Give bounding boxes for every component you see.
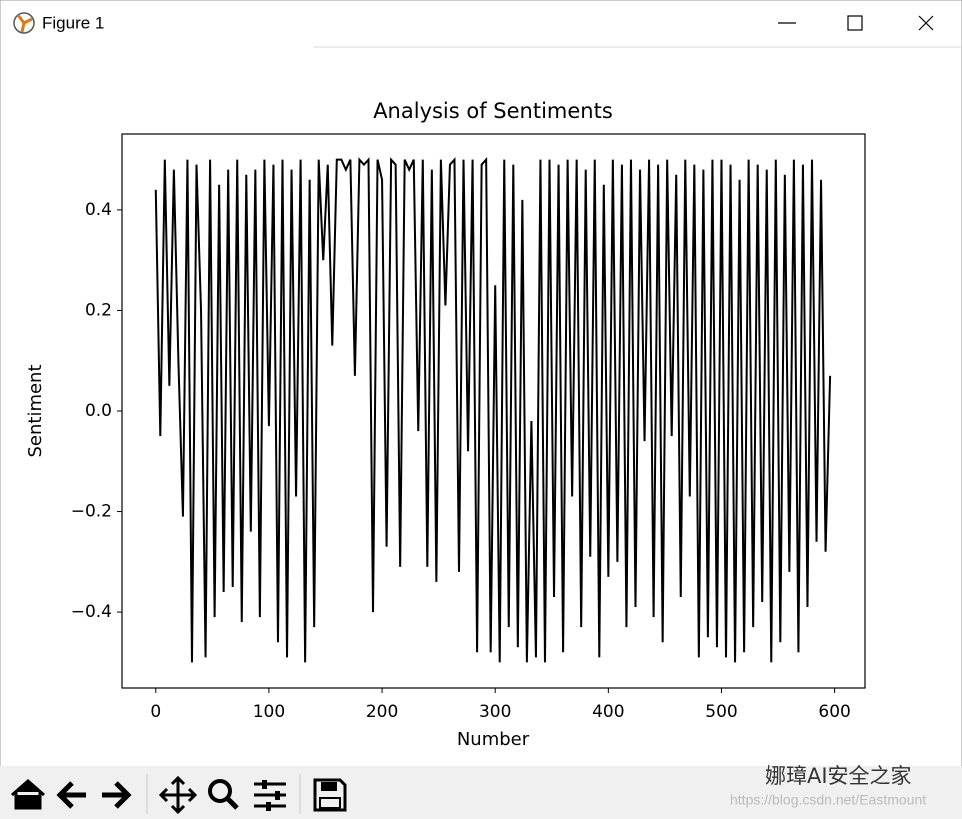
slider: [266, 802, 271, 811]
zoom-button[interactable]: [208, 779, 239, 810]
chart-title: Analysis of Sentiments: [373, 99, 613, 123]
close-button[interactable]: [918, 15, 934, 31]
toolbar: 娜璋AI安全之家 https://blog.csdn.net/Eastmount: [0, 764, 962, 819]
save-icon: [313, 778, 347, 812]
data-line: [154, 157, 832, 663]
toolbar-bg: [0, 766, 962, 819]
x-axis-label: Number: [457, 729, 530, 750]
window-title: Figure 1: [42, 13, 104, 32]
x-tick-label: 0: [150, 702, 161, 722]
home-button[interactable]: [11, 779, 45, 810]
pan-icon: [158, 775, 198, 815]
x-tick-label: 100: [253, 702, 285, 722]
title-bar: Figure 1: [13, 12, 962, 48]
configure-button[interactable]: [254, 780, 286, 811]
home-icon: [11, 779, 45, 810]
zoom-icon-handle: [225, 796, 239, 810]
y-axis-label: Sentiment: [25, 364, 46, 457]
forward-button[interactable]: [102, 781, 132, 809]
app-icon-detail: [16, 14, 33, 33]
watermark-name: 娜璋AI安全之家: [765, 764, 912, 788]
y-tick-label: −0.2: [71, 502, 112, 522]
x-tick-label: 300: [479, 702, 511, 722]
x-tick-label: 200: [366, 702, 398, 722]
y-tick-label: −0.4: [71, 602, 112, 622]
x-tick-label: 400: [592, 702, 624, 722]
back-button[interactable]: [56, 781, 86, 809]
forward-icon: [102, 781, 132, 809]
x-tick-label: 600: [818, 702, 850, 722]
zoom-icon: [208, 779, 232, 803]
save-icon-detail: [321, 782, 337, 791]
plot: Analysis of Sentiments Number Sentiment …: [25, 99, 866, 750]
slider: [262, 780, 267, 789]
back-icon: [56, 781, 86, 809]
axes-frame: [121, 133, 866, 689]
x-tick-label: 500: [705, 702, 737, 722]
save-icon-detail: [319, 797, 341, 809]
save-button[interactable]: [313, 778, 347, 812]
pan-button[interactable]: [158, 775, 198, 815]
y-tick-label: 0.2: [85, 300, 112, 320]
slider: [275, 791, 280, 800]
maximize-button[interactable]: [847, 15, 863, 31]
y-tick-label: 0.0: [85, 401, 112, 421]
y-tick-label: 0.4: [85, 200, 112, 220]
watermark-url: https://blog.csdn.net/Eastmount: [730, 792, 926, 808]
